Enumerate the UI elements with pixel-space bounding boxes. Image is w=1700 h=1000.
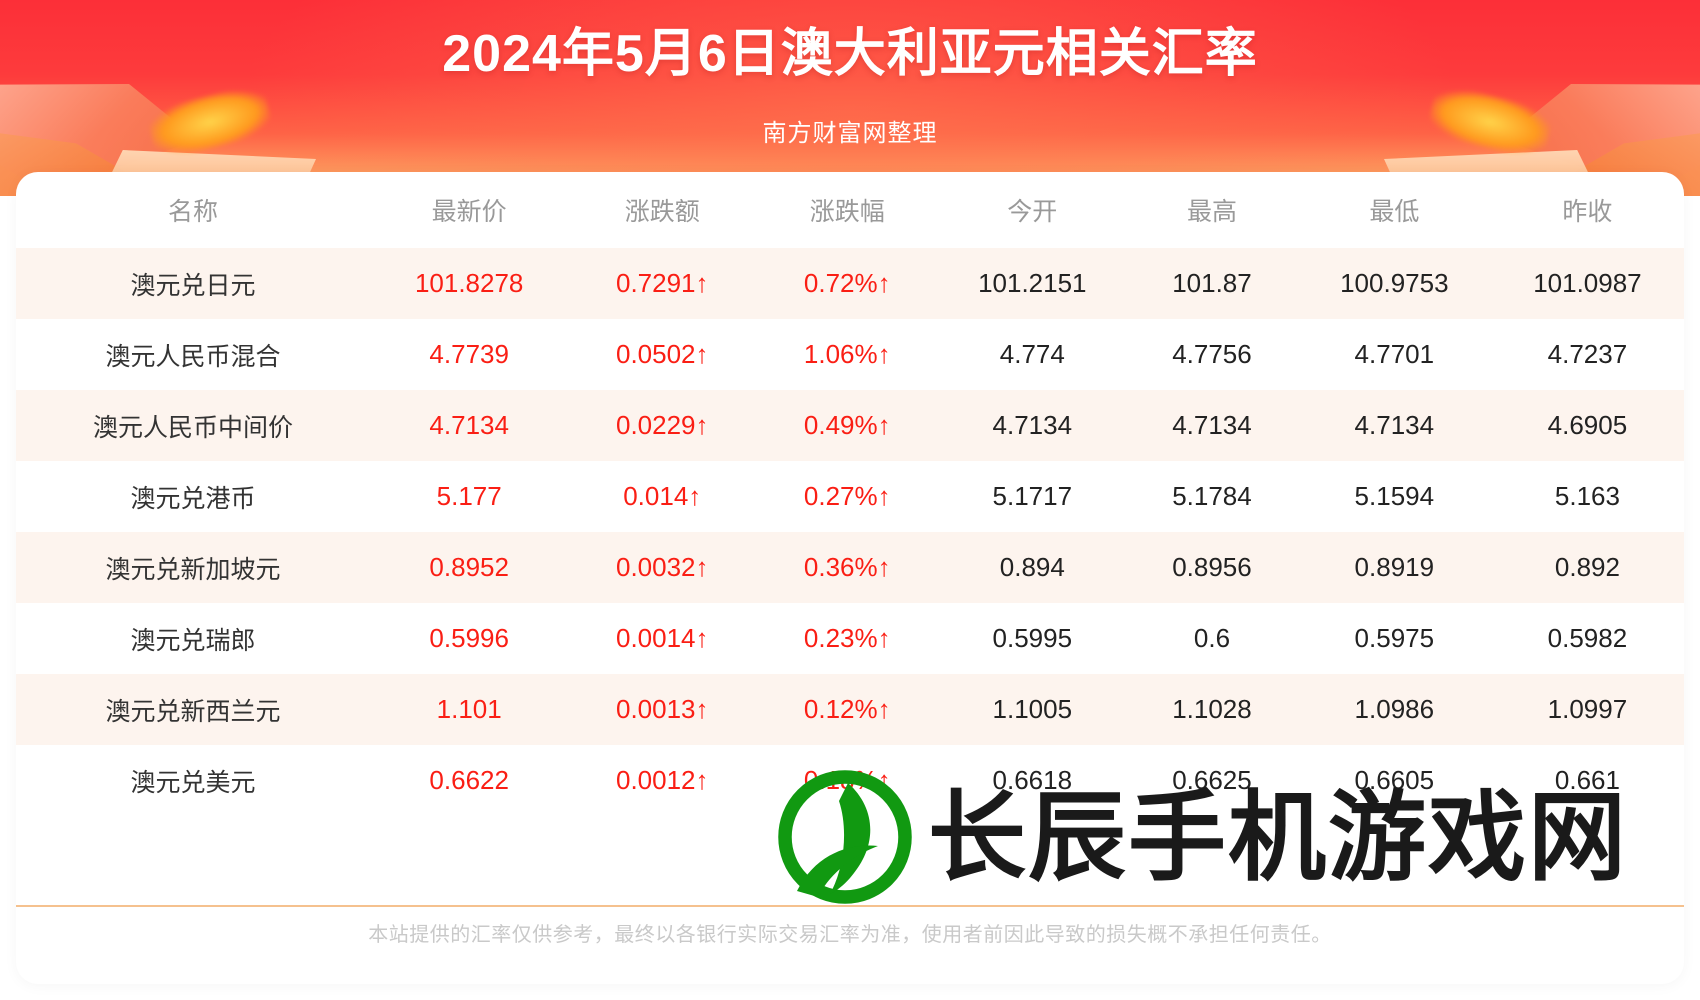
cell-last: 4.7739	[429, 339, 509, 369]
cell-open: 5.1717	[992, 481, 1073, 511]
table-row[interactable]: 澳元兑美元 0.6622 0.0012↑ 0.18%↑ 0.6618 0.6625 0.66…	[16, 745, 1684, 816]
exchange-rate-table: 名称 最新价 涨跌额 涨跌幅 今开 最高 最低 昨收 澳元兑日元 101.8278…	[16, 172, 1684, 816]
cell-high: 101.87	[1172, 268, 1252, 298]
cell-change-pct: 0.72%↑	[803, 268, 891, 298]
cell-open: 0.6618	[992, 765, 1073, 795]
table-row[interactable]: 澳元兑日元 101.8278 0.7291↑ 0.72%↑ 101.2151 101.87…	[16, 248, 1684, 319]
cell-change: 0.0229↑	[615, 410, 709, 440]
cell-change-pct: 1.06%↑	[803, 339, 891, 369]
cell-change: 0.0014↑	[615, 623, 709, 653]
cell-open: 101.2151	[978, 268, 1087, 298]
cell-prev-close: 101.0987	[1533, 268, 1642, 298]
cell-high: 0.6625	[1172, 765, 1252, 795]
cell-name: 澳元兑美元	[130, 768, 256, 797]
cell-last: 4.7134	[429, 410, 509, 440]
cell-change: 0.014↑	[623, 481, 702, 511]
col-header-high[interactable]: 最高	[1186, 198, 1237, 226]
cell-high: 4.7756	[1172, 339, 1252, 369]
cell-last: 0.8952	[429, 552, 509, 582]
cell-name: 澳元兑瑞郎	[130, 626, 256, 655]
cell-change: 0.7291↑	[615, 268, 709, 298]
cell-change: 0.0012↑	[615, 765, 709, 795]
col-header-low[interactable]: 最低	[1369, 198, 1420, 226]
col-header-last[interactable]: 最新价	[431, 198, 507, 226]
cell-high: 5.1784	[1172, 481, 1252, 511]
cell-name: 澳元兑新西兰元	[105, 697, 281, 726]
cell-name: 澳元人民币混合	[105, 342, 281, 371]
cell-open: 1.1005	[992, 694, 1073, 724]
cell-last: 0.6622	[429, 765, 509, 795]
cell-low: 4.7701	[1354, 339, 1435, 369]
cell-open: 4.7134	[992, 410, 1073, 440]
cell-change-pct: 0.23%↑	[803, 623, 891, 653]
table-row[interactable]: 澳元兑新加坡元 0.8952 0.0032↑ 0.36%↑ 0.894 0.8956 0.8…	[16, 532, 1684, 603]
cell-prev-close: 4.7237	[1547, 339, 1628, 369]
cell-low: 100.9753	[1340, 268, 1449, 298]
cell-open: 4.774	[999, 339, 1065, 369]
cell-change-pct: 0.18%↑	[803, 765, 891, 795]
table-body: 澳元兑日元 101.8278 0.7291↑ 0.72%↑ 101.2151 101.87…	[16, 248, 1684, 816]
cell-prev-close: 5.163	[1554, 481, 1620, 511]
cell-last: 5.177	[436, 481, 502, 511]
cell-open: 0.894	[999, 552, 1065, 582]
cell-high: 0.6	[1193, 623, 1231, 653]
cell-low: 5.1594	[1354, 481, 1435, 511]
cell-change-pct: 0.27%↑	[803, 481, 891, 511]
cell-change-pct: 0.49%↑	[803, 410, 891, 440]
table-row[interactable]: 澳元人民币混合 4.7739 0.0502↑ 1.06%↑ 4.774 4.7756 4.7…	[16, 319, 1684, 390]
table-row[interactable]: 澳元兑新西兰元 1.101 0.0013↑ 0.12%↑ 1.1005 1.1028 1.0…	[16, 674, 1684, 745]
cell-last: 101.8278	[414, 268, 524, 298]
table-row[interactable]: 澳元兑港币 5.177 0.014↑ 0.27%↑ 5.1717 5.1784 5.1594…	[16, 461, 1684, 532]
cell-low: 0.8919	[1354, 552, 1435, 582]
footer-disclaimer: 本站提供的汇率仅供参考，最终以各银行实际交易汇率为准，使用者前因此导致的损失概不…	[368, 924, 1332, 946]
cell-name: 澳元兑日元	[130, 271, 256, 300]
cell-change-pct: 0.36%↑	[803, 552, 891, 582]
col-header-change-pct[interactable]: 涨跌幅	[809, 198, 885, 226]
cell-change: 0.0013↑	[615, 694, 709, 724]
page-title: 2024年5月6日澳大利亚元相关汇率	[442, 25, 1258, 83]
cell-high: 1.1028	[1172, 694, 1252, 724]
cell-prev-close: 0.892	[1554, 552, 1620, 582]
cell-high: 0.8956	[1172, 552, 1252, 582]
cell-low: 4.7134	[1354, 410, 1435, 440]
table-header: 名称 最新价 涨跌额 涨跌幅 今开 最高 最低 昨收	[16, 172, 1684, 248]
cell-change: 0.0032↑	[615, 552, 709, 582]
footer-divider	[16, 905, 1684, 907]
cell-change: 0.0502↑	[615, 339, 709, 369]
col-header-prev-close[interactable]: 昨收	[1562, 198, 1613, 226]
cell-name: 澳元人民币中间价	[92, 413, 293, 442]
cell-open: 0.5995	[992, 623, 1073, 653]
table-header-row: 名称 最新价 涨跌额 涨跌幅 今开 最高 最低 昨收	[16, 172, 1684, 248]
cell-change-pct: 0.12%↑	[803, 694, 891, 724]
cell-low: 0.5975	[1354, 623, 1435, 653]
cell-name: 澳元兑港币	[130, 484, 256, 513]
cell-last: 0.5996	[429, 623, 509, 653]
cell-high: 4.7134	[1172, 410, 1252, 440]
rates-card: 南方财富网 Southmoney.com 名称 最新价 涨跌额 涨跌幅 今开 最…	[16, 172, 1684, 984]
cell-last: 1.101	[436, 694, 502, 724]
cell-prev-close: 1.0997	[1547, 694, 1628, 724]
page-subtitle: 南方财富网整理	[762, 120, 938, 147]
cell-prev-close: 0.5982	[1547, 623, 1628, 653]
cell-prev-close: 4.6905	[1547, 410, 1628, 440]
cell-low: 1.0986	[1354, 694, 1435, 724]
cell-low: 0.6605	[1354, 765, 1435, 795]
cell-name: 澳元兑新加坡元	[105, 555, 281, 584]
col-header-open[interactable]: 今开	[1007, 198, 1058, 226]
cell-prev-close: 0.661	[1554, 765, 1620, 795]
col-header-change[interactable]: 涨跌额	[624, 198, 700, 226]
col-header-name[interactable]: 名称	[167, 198, 218, 226]
table-row[interactable]: 澳元兑瑞郎 0.5996 0.0014↑ 0.23%↑ 0.5995 0.6 0.5975 0…	[16, 603, 1684, 674]
table-row[interactable]: 澳元人民币中间价 4.7134 0.0229↑ 0.49%↑ 4.7134 4.7134 4…	[16, 390, 1684, 461]
